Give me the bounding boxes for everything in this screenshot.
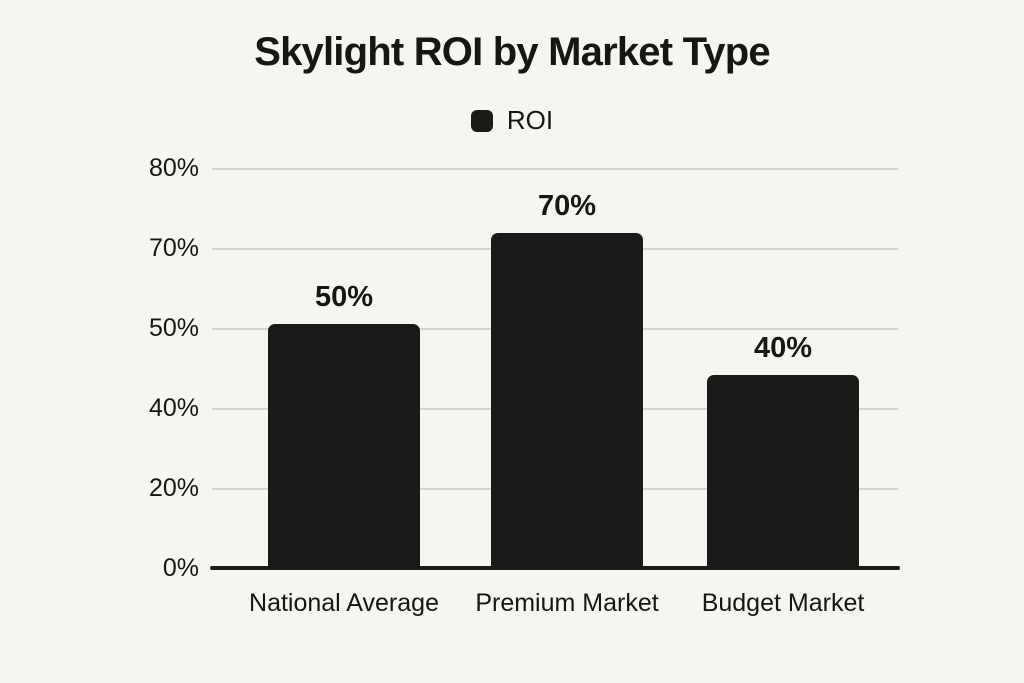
y-tick-label: 20% [148, 474, 199, 502]
x-tick-label: National Average [249, 589, 439, 617]
bar-budget-market [707, 375, 859, 568]
bar-value-label: 40% [753, 332, 813, 364]
chart-title: Skylight ROI by Market Type [254, 30, 770, 74]
bar-value-label: 70% [537, 190, 597, 222]
y-tick-label: 80% [148, 154, 199, 182]
plot-area: 80% 70% 50% 40% 20% 0% 50% 70% 40% Natio… [149, 154, 900, 617]
legend-label-roi: ROI [506, 105, 554, 135]
y-tick-label: 50% [148, 314, 199, 342]
bar-national-average [268, 324, 420, 568]
y-tick-label: 40% [148, 394, 199, 422]
x-axis-line [210, 566, 900, 570]
legend-swatch-roi [470, 109, 493, 132]
legend: ROI [0, 105, 1024, 136]
y-tick-label: 70% [148, 234, 199, 262]
bar-premium-market [491, 233, 643, 568]
bar-value-label: 50% [314, 281, 374, 313]
gridline-80 [212, 168, 898, 170]
y-tick-label: 0% [162, 554, 199, 582]
x-tick-label: Budget Market [701, 589, 865, 617]
x-tick-label: Premium Market [475, 589, 659, 617]
